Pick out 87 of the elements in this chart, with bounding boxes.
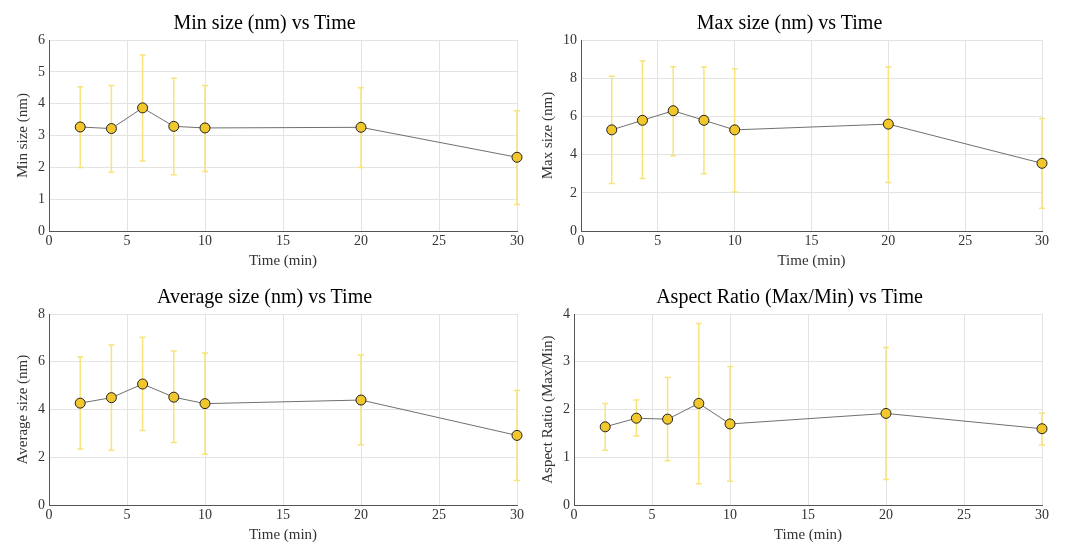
y-tick-label: 0 xyxy=(563,496,570,512)
y-axis-title: Max size (nm) xyxy=(538,91,556,180)
x-tick-label: 25 xyxy=(432,507,446,523)
x-axis-title: Time (min) xyxy=(248,251,318,269)
x-tick-label: 20 xyxy=(354,233,368,249)
x-tick-label: 30 xyxy=(1035,507,1049,523)
point xyxy=(168,391,180,403)
x-tick-label: 5 xyxy=(123,507,131,523)
y-tick-label: 6 xyxy=(38,353,45,369)
x-tick-label: 15 xyxy=(276,233,290,249)
point xyxy=(74,121,86,133)
chart-title: Min size (nm) vs Time xyxy=(173,11,356,35)
y-tick-label: 2 xyxy=(38,159,45,175)
chart-title: Max size (nm) vs Time xyxy=(696,11,883,35)
point xyxy=(1036,423,1048,435)
point xyxy=(729,124,741,136)
x-axis-title: Time (min) xyxy=(248,525,318,543)
y-tick-label: 6 xyxy=(570,108,577,124)
point xyxy=(1036,157,1048,169)
point xyxy=(693,397,705,409)
x-tick-label: 25 xyxy=(958,233,973,249)
y-tick-label: 2 xyxy=(563,401,570,417)
point xyxy=(667,105,679,117)
x-tick-label: 5 xyxy=(648,507,656,523)
point xyxy=(168,120,180,132)
x-tick-label: 30 xyxy=(510,233,524,249)
y-tick-label: 1 xyxy=(563,449,570,465)
x-tick-label: 30 xyxy=(510,507,524,523)
y-tick-label: 5 xyxy=(38,63,45,79)
x-tick-label: 20 xyxy=(881,233,896,249)
x-tick-label: 5 xyxy=(123,233,131,249)
y-tick-label: 4 xyxy=(570,146,577,162)
x-tick-label: 10 xyxy=(198,233,212,249)
x-tick-label: 5 xyxy=(654,233,662,249)
point xyxy=(105,392,117,404)
x-tick-label: 20 xyxy=(879,507,893,523)
y-tick-label: 8 xyxy=(38,305,45,321)
y-tick-label: 4 xyxy=(38,95,45,111)
y-axis-title: Aspect Ratio (Max/Min) xyxy=(538,335,556,484)
point xyxy=(137,378,149,390)
y-tick-label: 0 xyxy=(38,496,45,512)
point xyxy=(511,429,523,441)
y-tick-label: 4 xyxy=(38,401,45,417)
y-axis-title: Min size (nm) xyxy=(13,93,31,179)
x-tick-label: 25 xyxy=(957,507,971,523)
y-tick-label: 6 xyxy=(38,31,45,47)
x-tick-label: 10 xyxy=(198,507,212,523)
x-tick-label: 20 xyxy=(354,507,368,523)
y-tick-label: 2 xyxy=(38,449,45,465)
x-axis-title: Time (min) xyxy=(777,251,846,269)
x-tick-label: 30 xyxy=(1035,233,1049,249)
chart-title: Aspect Ratio (Max/Min) vs Time xyxy=(656,285,923,309)
point xyxy=(599,421,611,433)
x-tick-label: 10 xyxy=(723,507,737,523)
x-tick-label: 15 xyxy=(804,233,819,249)
point xyxy=(199,122,211,134)
point xyxy=(74,397,86,409)
chart-title: Average size (nm) vs Time xyxy=(156,285,373,309)
point xyxy=(606,124,618,136)
y-tick-label: 0 xyxy=(570,222,577,238)
point xyxy=(882,118,894,130)
point xyxy=(355,394,367,406)
point xyxy=(662,413,674,425)
point xyxy=(511,151,523,163)
y-tick-label: 1 xyxy=(38,191,45,207)
y-tick-label: 2 xyxy=(570,184,577,200)
point xyxy=(724,418,736,430)
point xyxy=(355,121,367,133)
point xyxy=(880,407,892,419)
x-axis-title: Time (min) xyxy=(773,525,843,543)
x-tick-label: 25 xyxy=(432,233,446,249)
point xyxy=(105,123,117,135)
point xyxy=(636,114,648,126)
point xyxy=(199,398,211,410)
y-tick-label: 3 xyxy=(563,353,570,369)
y-tick-label: 0 xyxy=(38,222,45,238)
x-tick-label: 15 xyxy=(276,507,290,523)
point xyxy=(698,114,710,126)
x-tick-label: 15 xyxy=(801,507,815,523)
y-tick-label: 4 xyxy=(563,305,570,321)
y-tick-label: 8 xyxy=(570,69,577,85)
x-tick-label: 10 xyxy=(727,233,742,249)
point xyxy=(137,102,149,114)
point xyxy=(630,412,642,424)
y-tick-label: 3 xyxy=(38,127,45,143)
y-tick-label: 10 xyxy=(563,31,577,47)
y-axis-title: Average size (nm) xyxy=(13,354,31,465)
